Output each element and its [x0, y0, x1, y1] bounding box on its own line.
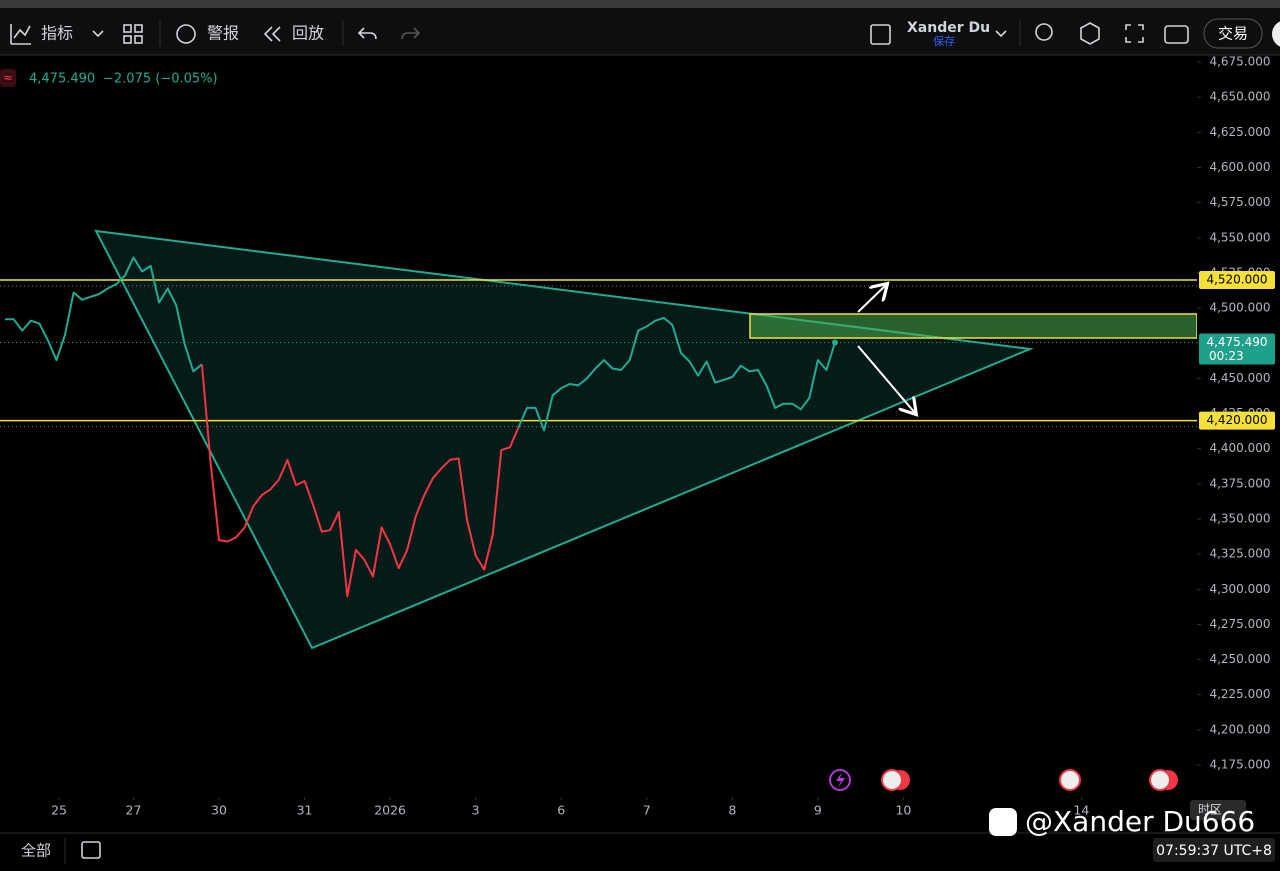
snapshot-icon[interactable] — [1164, 25, 1189, 44]
x-tick-label: 10 — [895, 803, 911, 818]
y-tick-label: 4,575.000 — [1209, 195, 1270, 209]
y-tick-label: 4,300.000 — [1209, 582, 1270, 596]
save-status: 保存 — [933, 34, 955, 48]
x-tick-label: 27 — [126, 803, 142, 818]
price-line-series — [200, 364, 520, 598]
x-tick-label: 31 — [297, 803, 313, 818]
current-price-badge — [1199, 333, 1275, 365]
trade-button[interactable]: 交易 — [1218, 25, 1248, 43]
alerts-button[interactable]: 警报 — [207, 24, 239, 43]
x-tick-label: 3 — [472, 803, 480, 818]
price-badge-label: 4,520.000 — [1206, 272, 1267, 286]
clock: 07:59:37 UTC+8 — [1156, 843, 1272, 859]
date-range-icon[interactable] — [81, 841, 101, 859]
plot — [0, 256, 1197, 598]
clock-bg — [1153, 838, 1275, 862]
range-button[interactable]: 全部 — [21, 842, 51, 860]
symbol-glyph: ≈ — [3, 71, 13, 85]
y-tick-label: 4,550.000 — [1209, 230, 1270, 244]
settings-icon[interactable] — [1080, 22, 1100, 45]
x-tick-label: 7 — [643, 803, 651, 818]
legend: ≈ 4,475.490 −2.075 (−0.05%) — [0, 69, 218, 87]
y-tick-label: 4,275.000 — [1209, 617, 1270, 631]
dropdown[interactable] — [995, 30, 1007, 38]
checkbox[interactable] — [870, 24, 891, 45]
avatar[interactable] — [1272, 20, 1280, 48]
toolbar — [0, 8, 1280, 55]
replay-icon[interactable] — [263, 26, 281, 42]
y-tick-label: 4,200.000 — [1209, 722, 1270, 736]
alerts-icon[interactable] — [176, 24, 196, 44]
fullscreen-icon[interactable] — [1125, 24, 1144, 43]
current-price-label: 4,475.490 — [1206, 335, 1267, 349]
y-tick-label: 4,325.000 — [1209, 547, 1270, 561]
countdown: 00:23 — [1209, 349, 1244, 363]
undo[interactable] — [357, 27, 377, 40]
y-tick-label: 4,225.000 — [1209, 687, 1270, 701]
overlay-drawings — [749, 285, 1198, 413]
x-tick-label: 25 — [51, 803, 67, 818]
x-tick-label: 30 — [211, 803, 227, 818]
symbol-icon — [0, 69, 16, 87]
x-tick-label: 8 — [728, 803, 736, 818]
arrow-up — [857, 285, 886, 313]
last-price: 4,475.490 — [29, 72, 95, 87]
event-bolt — [836, 772, 845, 788]
x-tick-label: 6 — [557, 803, 565, 818]
y-tick-label: 4,600.000 — [1209, 160, 1270, 174]
price-axis: 4,175.000 4,200.000 4,225.000 4,250.000 4,27… — [1197, 55, 1280, 800]
y-tick-label: 4,175.000 — [1209, 758, 1270, 772]
indicators-icon[interactable] — [10, 24, 31, 45]
events — [829, 769, 1178, 791]
timezone-bg — [1190, 800, 1246, 820]
y-tick-label: 4,500.000 — [1209, 301, 1270, 315]
last-point — [831, 339, 838, 346]
zone-rectangle — [749, 313, 1198, 339]
price-badge — [1199, 270, 1275, 289]
indicators-button[interactable]: 指标 — [41, 24, 73, 43]
y-tick-label: 4,675.000 — [1209, 55, 1270, 69]
y-tick-label: 4,350.000 — [1209, 511, 1270, 525]
y-tick-label: 4,650.000 — [1209, 90, 1270, 104]
price-line-series — [5, 256, 836, 432]
y-tick-label: 4,250.000 — [1209, 652, 1270, 666]
arrow-down — [857, 345, 915, 413]
replay-button[interactable]: 回放 — [292, 24, 324, 43]
watermark-logo — [989, 808, 1017, 836]
dropdown[interactable] — [92, 30, 104, 38]
watermark: @Xander Du666 — [1025, 805, 1255, 838]
window-bar — [0, 0, 1280, 8]
y-tick-label: 4,375.000 — [1209, 476, 1270, 490]
user-name[interactable]: Xander Du — [907, 20, 990, 36]
timezone-label[interactable]: 时区 — [1198, 803, 1222, 817]
redo[interactable] — [401, 27, 421, 40]
event-icon[interactable] — [1059, 769, 1081, 791]
x-tick-label: 14 — [1073, 803, 1089, 818]
y-tick-label: 4,400.000 — [1209, 441, 1270, 455]
x-tick-label: 2026 — [374, 803, 406, 818]
layouts-icon[interactable] — [123, 24, 143, 44]
event-icon[interactable] — [881, 769, 903, 791]
price-change: −2.075 (−0.05%) — [103, 72, 218, 87]
toolbar-items: 指标 警报 回放 Xander Du 保存 交易 — [10, 18, 1280, 49]
y-tick-label: 4,625.000 — [1209, 125, 1270, 139]
event-icon[interactable] — [1149, 769, 1171, 791]
search-icon[interactable] — [1035, 23, 1053, 41]
price-badge — [1199, 411, 1275, 430]
x-tick-label: 9 — [814, 803, 822, 818]
event-icon[interactable] — [829, 769, 851, 791]
y-tick-label: 4,450.000 — [1209, 371, 1270, 385]
trade-button-bg[interactable] — [1203, 18, 1263, 49]
price-badge-label: 4,420.000 — [1206, 413, 1267, 427]
